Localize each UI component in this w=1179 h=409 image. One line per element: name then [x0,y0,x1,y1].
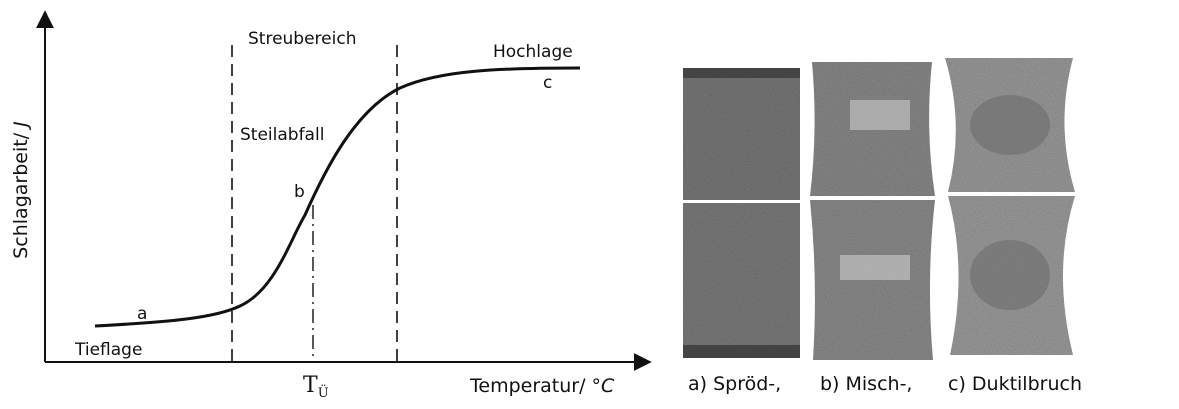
point-label: a [137,304,147,324]
point-label: b [294,182,305,202]
specimen-c [945,58,1075,355]
specimen-a [683,68,800,358]
region-label: Steilabfall [240,125,324,145]
y-axis-label: Schlagarbeit/ J [10,121,32,259]
region-label: Streubereich [248,29,356,49]
transition-label: TÜ [303,373,329,401]
photo-caption: b) Misch-, [820,373,912,395]
point-label: c [543,73,552,93]
photo-caption: a) Spröd-, [688,373,781,395]
region-label: Hochlage [493,42,573,62]
region-label: Tieflage [74,340,142,360]
photo-caption: c) Duktilbruch [948,373,1082,395]
curve [94,66,581,328]
x-axis-label: Temperatur/ °C [469,375,615,397]
specimen-b [810,62,935,360]
